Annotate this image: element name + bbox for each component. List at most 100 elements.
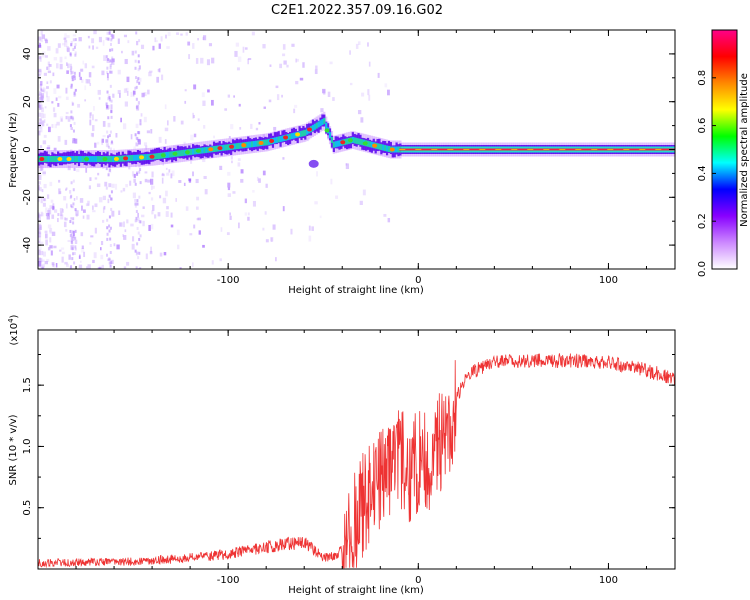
ridge-core [336, 140, 339, 147]
noise-streak [106, 218, 109, 222]
noise-speck [87, 35, 90, 39]
colorbar-tick-label: 0.2 [697, 213, 708, 229]
noise-speck [294, 104, 298, 108]
noise-speck [63, 37, 67, 40]
noise-speck [59, 249, 62, 252]
noise-streak [74, 53, 77, 57]
ridge-core [315, 122, 318, 129]
y-tick-label: 1.0 [22, 438, 33, 454]
noise-speck [39, 241, 44, 246]
noise-speck [44, 233, 48, 239]
noise-streak [106, 66, 109, 70]
noise-speck [118, 93, 121, 98]
y-tick-label: -40 [22, 237, 33, 253]
snr-y-ticks: 0.5 1.0 1.5 [22, 354, 675, 570]
noise-speck [94, 177, 98, 180]
noise-speck [157, 212, 161, 217]
noise-speck [161, 74, 164, 81]
noise-speck [102, 207, 105, 213]
ridge-core [268, 138, 271, 145]
noise-streak [108, 96, 111, 100]
noise-speck [202, 36, 205, 40]
noise-speck [64, 139, 68, 145]
noise-speck [88, 45, 91, 49]
noise-speck [114, 183, 118, 190]
noise-speck [117, 90, 121, 94]
noise-speck [275, 85, 279, 89]
noise-streak [106, 77, 109, 81]
noise-speck [41, 120, 45, 127]
noise-speck [175, 198, 177, 202]
noise-speck [126, 91, 129, 96]
noise-speck [255, 127, 259, 131]
noise-speck [291, 43, 295, 47]
ridge-core [157, 152, 160, 159]
noise-speck [357, 41, 361, 45]
noise-streak [108, 145, 111, 149]
noise-speck [126, 261, 130, 266]
noise-speck [79, 198, 84, 203]
noise-speck [211, 260, 214, 265]
ridge-core [332, 141, 335, 148]
ridge-hotspot [258, 140, 264, 145]
noise-speck [41, 34, 46, 39]
noise-speck [43, 183, 47, 189]
x-tick-label: -100 [217, 275, 240, 286]
noise-speck [349, 82, 353, 86]
noise-speck [164, 104, 167, 110]
noise-speck [117, 69, 121, 75]
ridge-core [357, 138, 360, 145]
noise-speck [91, 38, 95, 44]
noise-speck [86, 214, 90, 220]
noise-speck [166, 46, 170, 49]
noise-speck [47, 70, 52, 74]
snr-frame [37, 329, 676, 570]
noise-speck [49, 245, 53, 249]
noise-streak [134, 219, 137, 223]
noise-speck [79, 69, 83, 73]
noise-streak [74, 236, 77, 240]
noise-speck [150, 178, 154, 185]
noise-speck [233, 95, 235, 98]
noise-speck [282, 157, 285, 160]
noise-speck [323, 90, 326, 95]
noise-streak [110, 207, 113, 211]
noise-speck [322, 88, 326, 94]
noise-streak [137, 231, 140, 235]
noise-speck [81, 245, 84, 250]
noise-streak [110, 70, 113, 74]
ridge-core [190, 148, 193, 155]
noise-speck [38, 214, 42, 217]
noise-speck [73, 197, 76, 201]
noise-speck [137, 101, 140, 105]
noise-speck [39, 126, 43, 133]
noise-speck [165, 190, 168, 197]
noise-speck [362, 189, 366, 196]
snr-series-line [38, 353, 675, 569]
noise-streak [105, 186, 108, 190]
noise-speck [320, 108, 324, 113]
noise-speck [387, 217, 391, 223]
noise-streak [109, 250, 112, 254]
noise-speck [81, 247, 85, 253]
noise-speck [203, 125, 206, 129]
ridge-core [266, 139, 269, 146]
noise-speck [276, 94, 280, 101]
noise-speck [131, 50, 135, 56]
noise-speck [87, 264, 91, 269]
noise-speck [133, 178, 136, 183]
noise-speck [61, 251, 65, 255]
noise-streak [137, 76, 140, 80]
noise-speck [154, 37, 157, 43]
noise-speck [74, 247, 77, 251]
noise-speck [122, 187, 126, 192]
noise-speck [184, 100, 187, 104]
noise-speck [329, 61, 333, 65]
noise-speck [227, 187, 231, 191]
noise-speck [148, 224, 151, 231]
noise-speck [88, 72, 92, 78]
noise-speck [46, 91, 48, 98]
noise-streak [138, 219, 141, 223]
noise-speck [45, 55, 48, 58]
snr-x-axis-label: Height of straight line (km) [288, 585, 424, 596]
